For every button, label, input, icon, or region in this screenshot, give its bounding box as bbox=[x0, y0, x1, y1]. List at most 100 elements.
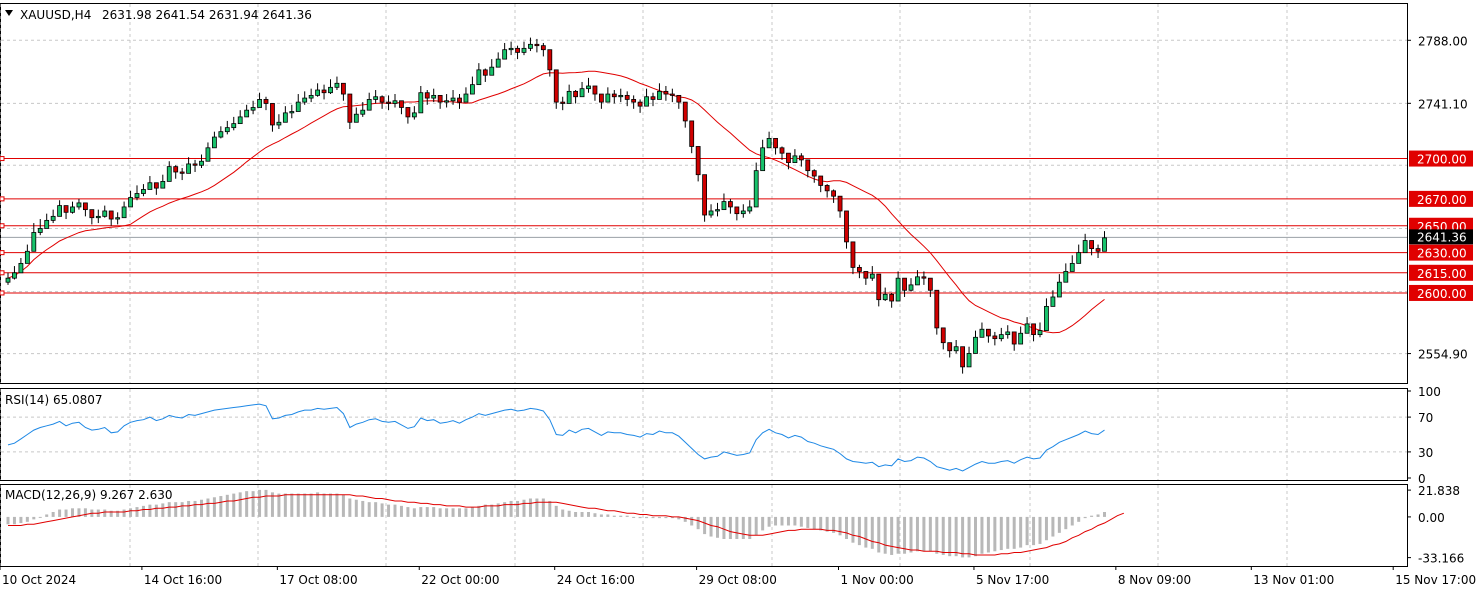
candle bbox=[986, 328, 991, 337]
candle bbox=[579, 88, 585, 98]
macd-bar bbox=[838, 516, 842, 536]
macd-bar bbox=[19, 516, 23, 524]
macd-bar bbox=[922, 516, 926, 552]
candle bbox=[1031, 323, 1036, 336]
candle bbox=[134, 193, 140, 198]
macd-bar bbox=[845, 516, 848, 539]
macd-bar bbox=[786, 516, 790, 526]
candle bbox=[882, 293, 888, 301]
level-label-box bbox=[1409, 190, 1473, 207]
macd-bar bbox=[574, 512, 578, 517]
candle bbox=[166, 166, 172, 182]
candle bbox=[1050, 296, 1056, 307]
candle bbox=[792, 155, 798, 163]
macd-bar bbox=[1032, 516, 1036, 546]
macd-bar bbox=[51, 512, 55, 517]
macd-bar bbox=[83, 508, 87, 517]
candle bbox=[934, 289, 940, 329]
candle bbox=[786, 152, 791, 163]
level-label-box bbox=[1409, 244, 1473, 261]
candle bbox=[24, 250, 30, 264]
horizontal-levels[interactable]: 2700.002670.002650.002630.002615.002600.… bbox=[0, 150, 1473, 301]
candle bbox=[12, 272, 17, 279]
macd-bar bbox=[509, 500, 513, 517]
time-tick-label: 14 Oct 16:00 bbox=[144, 573, 222, 587]
macd-bar bbox=[606, 514, 610, 517]
macd-bar bbox=[503, 502, 507, 517]
candle bbox=[560, 101, 566, 104]
macd-bar bbox=[322, 493, 326, 517]
candle bbox=[508, 47, 514, 51]
candle bbox=[998, 334, 1004, 340]
last-price-label: 2641.36 bbox=[1417, 230, 1467, 244]
ohlc-header: 2631.98 2641.54 2631.94 2641.36 bbox=[102, 8, 312, 22]
macd-bar bbox=[1051, 516, 1055, 537]
candle bbox=[927, 277, 933, 291]
macd-bar bbox=[367, 502, 371, 517]
time-tick-label: 22 Oct 00:00 bbox=[421, 573, 499, 587]
macd-bar bbox=[1044, 516, 1048, 541]
candle bbox=[921, 276, 927, 279]
candle bbox=[57, 205, 62, 217]
candle bbox=[276, 121, 282, 126]
candle bbox=[515, 47, 520, 53]
symbol-menu-triangle-icon[interactable] bbox=[5, 10, 13, 16]
candle bbox=[695, 146, 701, 176]
candle bbox=[1018, 332, 1024, 345]
candle bbox=[908, 284, 914, 291]
candle bbox=[1076, 252, 1082, 264]
macd-bar bbox=[290, 493, 294, 517]
candle bbox=[224, 127, 230, 133]
candle bbox=[102, 210, 108, 217]
candle bbox=[682, 101, 688, 122]
candle bbox=[1044, 305, 1049, 331]
level-handle bbox=[0, 270, 5, 276]
candle bbox=[663, 90, 669, 95]
candle bbox=[650, 96, 656, 100]
macd-bar bbox=[974, 516, 977, 557]
macd-bar bbox=[864, 516, 868, 548]
macd-bar bbox=[483, 504, 487, 517]
rsi-tick-label: 70 bbox=[1418, 411, 1433, 425]
candle bbox=[818, 175, 824, 186]
macd-bar bbox=[380, 503, 384, 517]
macd-bar bbox=[283, 493, 287, 517]
macd-bar bbox=[657, 516, 661, 519]
rsi-header: RSI(14) 65.0807 bbox=[5, 393, 103, 407]
macd-bar bbox=[516, 500, 520, 517]
candle bbox=[605, 93, 611, 103]
macd-bar bbox=[251, 491, 255, 517]
candle bbox=[353, 113, 359, 123]
macd-bar bbox=[6, 516, 10, 525]
macd-bar bbox=[638, 516, 642, 519]
candle bbox=[973, 336, 978, 354]
candle bbox=[282, 112, 288, 123]
candle bbox=[95, 215, 101, 219]
candle bbox=[960, 346, 965, 368]
macd-bar bbox=[722, 516, 726, 539]
macd-bar bbox=[490, 504, 494, 517]
candle bbox=[179, 171, 185, 174]
candle bbox=[618, 94, 624, 98]
candle bbox=[211, 136, 217, 149]
level-handle bbox=[0, 250, 5, 256]
macd-bar bbox=[1012, 516, 1016, 549]
macd-bar bbox=[406, 507, 410, 517]
candle bbox=[160, 181, 166, 189]
candle bbox=[824, 185, 830, 192]
macd-bar bbox=[432, 507, 436, 517]
macd-bar bbox=[309, 493, 313, 517]
macd-bar bbox=[967, 516, 971, 558]
candle bbox=[502, 49, 508, 60]
candle bbox=[83, 202, 88, 211]
level-label: 2700.00 bbox=[1417, 153, 1467, 167]
macd-bar bbox=[425, 507, 429, 517]
candle bbox=[966, 353, 972, 368]
macd-bar bbox=[32, 516, 36, 520]
macd-bar bbox=[632, 516, 636, 518]
candle bbox=[153, 182, 159, 189]
macd-bar bbox=[767, 516, 771, 527]
macd-signal-line bbox=[8, 494, 1125, 556]
macd-bar bbox=[206, 498, 210, 517]
